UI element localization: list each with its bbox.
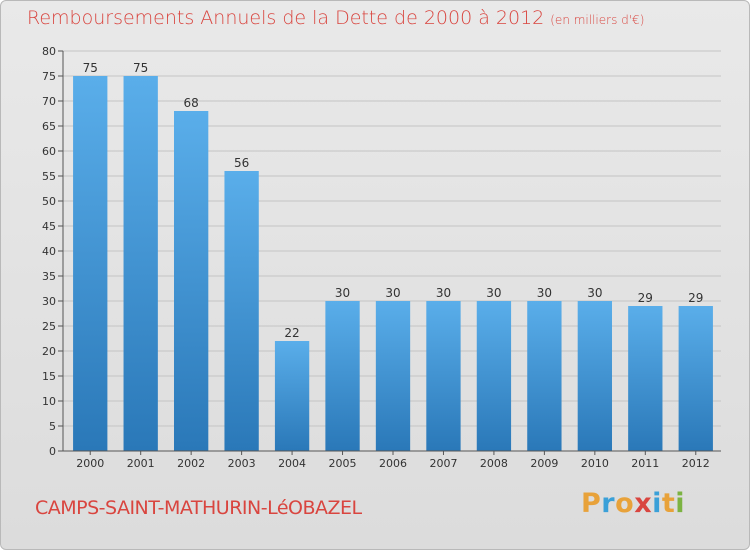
data-label: 75 [133,61,148,75]
logo-letter: x [634,488,653,519]
y-tick-label: 0 [49,445,56,458]
y-tick-label: 10 [42,395,56,408]
logo-letter: i [652,488,662,519]
bar [678,306,713,451]
x-tick-label: 2008 [480,457,508,470]
y-tick-label: 30 [42,295,56,308]
data-label: 30 [436,286,451,300]
data-label: 30 [537,286,552,300]
logo-letter: t [661,488,676,519]
bar [123,76,158,451]
data-label: 30 [385,286,400,300]
bar [527,301,562,451]
bar [476,301,512,451]
x-tick-label: 2011 [631,457,659,470]
bar [325,301,360,451]
y-tick-label: 60 [42,145,56,158]
logo-letter: P [581,488,602,519]
logo-letter: r [601,488,616,519]
data-label: 22 [284,326,299,340]
bar [426,301,461,451]
bar [274,341,310,451]
y-tick-label: 5 [49,420,56,433]
title-text: Remboursements Annuels de la Dette de 20… [27,7,545,29]
y-tick-label: 25 [42,320,56,333]
x-tick-label: 2002 [177,457,205,470]
title-unit: (en milliers d'€) [550,13,645,27]
x-tick-label: 2010 [581,457,609,470]
y-tick-label: 35 [42,270,56,283]
y-tick-label: 75 [42,70,56,83]
y-tick-label: 80 [42,45,56,58]
data-label: 29 [688,291,703,305]
x-tick-label: 2001 [127,457,155,470]
y-tick-label: 40 [42,245,56,258]
data-label: 29 [638,291,653,305]
labels: 0 5 10 15 20 25 30 35 40 45 50 55 60 65 70 75 80 75 2000 75… [42,45,710,470]
bars [73,76,713,451]
bar [628,306,663,451]
data-label: 56 [234,156,249,170]
x-tick-label: 2009 [530,457,558,470]
commune-name: CAMPS-SAINT-MATHURIN-LéOBAZEL [35,497,362,519]
x-tick-label: 2003 [228,457,256,470]
bar [173,111,209,451]
y-tick-label: 45 [42,220,56,233]
data-label: 75 [83,61,98,75]
logo-letter: i [675,488,686,519]
data-label: 68 [184,96,199,110]
y-tick-label: 15 [42,370,56,383]
logo-letter: o [615,488,635,519]
x-tick-label: 2012 [682,457,710,470]
data-label: 30 [486,286,501,300]
bar [224,171,259,451]
x-tick-label: 2005 [329,457,357,470]
bar [577,301,613,451]
y-tick-label: 20 [42,345,56,358]
chart-title: Remboursements Annuels de la Dette de 20… [27,7,644,29]
axes [58,50,721,455]
x-tick-label: 2006 [379,457,407,470]
data-label: 30 [335,286,350,300]
proxiti-logo: Proxiti [581,488,685,519]
x-tick-label: 2000 [76,457,104,470]
y-tick-label: 50 [42,195,56,208]
data-label: 30 [587,286,602,300]
x-tick-label: 2007 [429,457,457,470]
bar [73,76,108,451]
y-tick-label: 65 [42,120,56,133]
bar [375,301,411,451]
x-tick-label: 2004 [278,457,306,470]
y-tick-label: 70 [42,95,56,108]
y-tick-label: 55 [42,170,56,183]
